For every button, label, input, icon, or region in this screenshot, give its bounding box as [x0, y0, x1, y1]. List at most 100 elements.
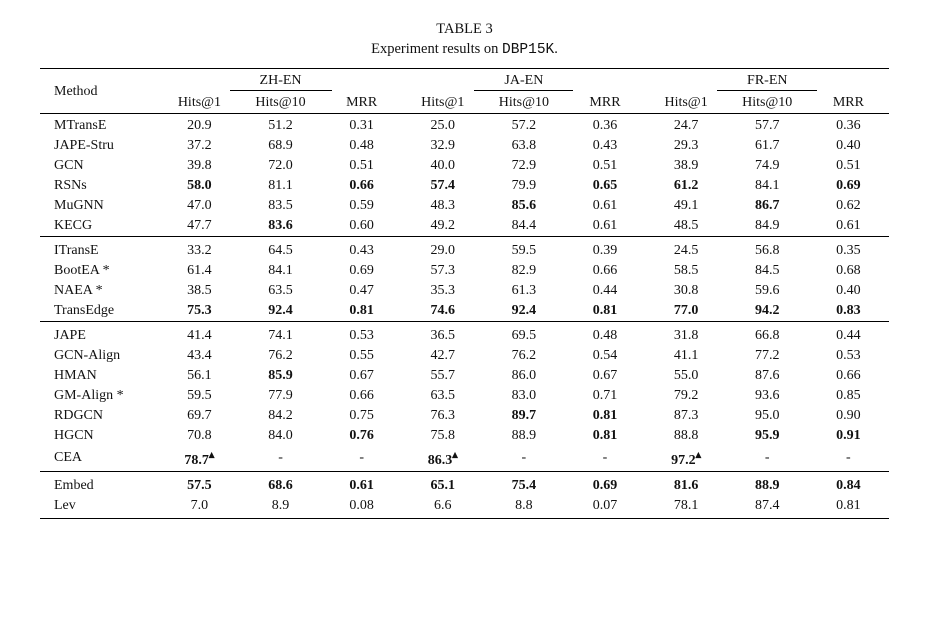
method-cell: Lev [40, 496, 159, 516]
value-cell: 92.4 [240, 301, 321, 322]
value-cell: 0.08 [321, 496, 402, 516]
value-cell: 0.53 [321, 326, 402, 346]
value-cell: 57.2 [483, 116, 564, 136]
value-cell: 0.40 [808, 136, 889, 156]
value-cell: 87.3 [646, 406, 727, 426]
table-row: JAPE41.474.10.5336.569.50.4831.866.80.44 [40, 326, 889, 346]
table-row: BootEA *61.484.10.6957.382.90.6658.584.5… [40, 261, 889, 281]
value-cell: 51.2 [240, 116, 321, 136]
value-cell: 0.90 [808, 406, 889, 426]
value-cell: 0.84 [808, 476, 889, 496]
value-cell: 41.1 [646, 346, 727, 366]
value-cell: 49.2 [402, 216, 483, 237]
caption-label: TABLE 3 [436, 21, 492, 37]
value-cell: 0.61 [321, 476, 402, 496]
value-cell: 33.2 [159, 241, 240, 261]
value-cell: 75.8 [402, 426, 483, 446]
method-cell: HMAN [40, 366, 159, 386]
value-cell: 0.66 [808, 366, 889, 386]
table-body: MTransE20.951.20.3125.057.20.3624.757.70… [40, 116, 889, 518]
value-cell: 64.5 [240, 241, 321, 261]
method-cell: JAPE [40, 326, 159, 346]
value-cell: 43.4 [159, 346, 240, 366]
value-cell: 8.9 [240, 496, 321, 516]
value-cell: 24.5 [646, 241, 727, 261]
value-cell: 0.76 [321, 426, 402, 446]
value-cell: 0.85 [808, 386, 889, 406]
value-cell: 37.2 [159, 136, 240, 156]
value-cell: 81.6 [646, 476, 727, 496]
subcol: Hits@1 [402, 93, 483, 114]
value-cell: 25.0 [402, 116, 483, 136]
method-cell: CEA [40, 446, 159, 471]
subcol: Hits@1 [646, 93, 727, 114]
subcol: MRR [564, 93, 645, 114]
value-cell: 0.81 [564, 406, 645, 426]
value-cell: 0.44 [564, 281, 645, 301]
value-cell: 35.3 [402, 281, 483, 301]
value-cell: 84.4 [483, 216, 564, 237]
value-cell: 86.7 [727, 196, 808, 216]
value-cell: - [808, 446, 889, 471]
table-row: ITransE33.264.50.4329.059.50.3924.556.80… [40, 241, 889, 261]
value-cell: 0.36 [564, 116, 645, 136]
value-cell: 84.1 [240, 261, 321, 281]
value-cell: 76.2 [483, 346, 564, 366]
value-cell: 0.48 [321, 136, 402, 156]
value-cell: 0.61 [808, 216, 889, 237]
value-cell: 76.3 [402, 406, 483, 426]
value-cell: 93.6 [727, 386, 808, 406]
value-cell: 0.62 [808, 196, 889, 216]
table-row: GCN39.872.00.5140.072.90.5138.974.90.51 [40, 156, 889, 176]
value-cell: 63.5 [240, 281, 321, 301]
value-cell: 0.36 [808, 116, 889, 136]
method-cell: Embed [40, 476, 159, 496]
value-cell: 68.6 [240, 476, 321, 496]
method-cell: BootEA * [40, 261, 159, 281]
value-cell: 58.0 [159, 176, 240, 196]
results-table: Method ZH-EN JA-EN FR-EN Hits@1 Hits@10 … [40, 68, 889, 519]
value-cell: 75.4 [483, 476, 564, 496]
value-cell: 41.4 [159, 326, 240, 346]
value-cell: 77.2 [727, 346, 808, 366]
table-row: KECG47.783.60.6049.284.40.6148.584.90.61 [40, 216, 889, 237]
value-cell: 0.40 [808, 281, 889, 301]
value-cell: 0.47 [321, 281, 402, 301]
value-cell: 42.7 [402, 346, 483, 366]
value-cell: 0.66 [564, 261, 645, 281]
header-subcols-row: Hits@1 Hits@10 MRR Hits@1 Hits@10 MRR Hi… [40, 93, 889, 114]
value-cell: 0.48 [564, 326, 645, 346]
value-cell: 31.8 [646, 326, 727, 346]
value-cell: 84.1 [727, 176, 808, 196]
table-row: GM-Align *59.577.90.6663.583.00.7179.293… [40, 386, 889, 406]
table-row: MTransE20.951.20.3125.057.20.3624.757.70… [40, 116, 889, 136]
value-cell: 0.81 [564, 426, 645, 446]
value-cell: 84.5 [727, 261, 808, 281]
method-cell: ITransE [40, 241, 159, 261]
value-cell: 47.7 [159, 216, 240, 237]
value-cell: 0.69 [808, 176, 889, 196]
table-row: Embed57.568.60.6165.175.40.6981.688.90.8… [40, 476, 889, 496]
value-cell: 69.7 [159, 406, 240, 426]
value-cell: 0.69 [564, 476, 645, 496]
header-groups-row: Method ZH-EN JA-EN FR-EN [40, 71, 889, 93]
table-row: HGCN70.884.00.7675.888.90.8188.895.90.91 [40, 426, 889, 446]
value-cell: 84.0 [240, 426, 321, 446]
value-cell: 65.1 [402, 476, 483, 496]
value-cell: 57.7 [727, 116, 808, 136]
value-cell: 76.2 [240, 346, 321, 366]
value-cell: 69.5 [483, 326, 564, 346]
value-cell: 63.8 [483, 136, 564, 156]
value-cell: 0.81 [564, 301, 645, 322]
col-group-ja: JA-EN [402, 71, 645, 93]
value-cell: - [321, 446, 402, 471]
value-cell: 57.5 [159, 476, 240, 496]
value-cell: 8.8 [483, 496, 564, 516]
value-cell: 0.43 [321, 241, 402, 261]
value-cell: 20.9 [159, 116, 240, 136]
value-cell: 70.8 [159, 426, 240, 446]
method-cell: RDGCN [40, 406, 159, 426]
value-cell: 72.0 [240, 156, 321, 176]
subcol: Hits@10 [240, 93, 321, 114]
value-cell: 74.6 [402, 301, 483, 322]
